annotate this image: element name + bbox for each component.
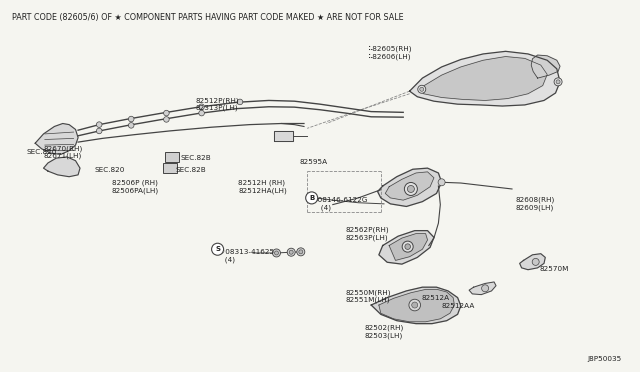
Circle shape: [164, 110, 169, 116]
Circle shape: [412, 302, 418, 308]
Circle shape: [273, 249, 280, 257]
Polygon shape: [379, 289, 454, 322]
Circle shape: [199, 110, 204, 116]
Text: SEC.82B: SEC.82B: [176, 167, 207, 173]
Circle shape: [532, 259, 539, 265]
Text: (4): (4): [314, 204, 331, 211]
Text: 82563P(LH): 82563P(LH): [346, 234, 388, 241]
Circle shape: [237, 99, 243, 105]
Polygon shape: [469, 282, 496, 295]
Text: PART CODE (82605/6) OF ★ COMPONENT PARTS HAVING PART CODE MAKED ★ ARE NOT FOR SA: PART CODE (82605/6) OF ★ COMPONENT PARTS…: [12, 13, 403, 22]
Polygon shape: [410, 51, 560, 106]
Text: 82512P(RH): 82512P(RH): [195, 97, 239, 104]
Text: 82503(LH): 82503(LH): [365, 332, 403, 339]
Polygon shape: [389, 234, 428, 260]
Circle shape: [404, 183, 417, 195]
Polygon shape: [520, 254, 545, 270]
Polygon shape: [379, 231, 434, 264]
Circle shape: [164, 116, 169, 122]
Circle shape: [297, 248, 305, 256]
Circle shape: [199, 104, 204, 110]
Text: (4): (4): [218, 256, 235, 263]
Text: 82506PA(LH): 82506PA(LH): [112, 187, 159, 194]
Polygon shape: [35, 124, 78, 154]
Text: S: S: [215, 246, 220, 252]
FancyBboxPatch shape: [165, 153, 179, 162]
Circle shape: [97, 122, 102, 128]
Text: 82608(RH): 82608(RH): [515, 197, 554, 203]
Polygon shape: [378, 168, 442, 206]
Text: ©08313-41625: ©08313-41625: [218, 249, 274, 255]
Text: ¤08146-6122G: ¤08146-6122G: [314, 197, 368, 203]
Circle shape: [306, 192, 317, 204]
Text: 82670(RH): 82670(RH): [44, 145, 83, 152]
Circle shape: [289, 250, 293, 254]
Circle shape: [402, 241, 413, 252]
Text: 82512AA: 82512AA: [442, 303, 475, 309]
Text: B: B: [309, 195, 314, 201]
Text: J8P50035: J8P50035: [588, 356, 622, 362]
Text: 82550M(RH): 82550M(RH): [346, 289, 391, 296]
Circle shape: [212, 243, 223, 255]
Circle shape: [554, 78, 562, 86]
Polygon shape: [531, 55, 560, 78]
Text: 82551M(LH): 82551M(LH): [346, 297, 390, 304]
Circle shape: [556, 80, 560, 84]
Circle shape: [482, 285, 488, 292]
Text: SEC.820: SEC.820: [27, 149, 57, 155]
Text: 82609(LH): 82609(LH): [515, 204, 554, 211]
Text: 82512H (RH): 82512H (RH): [238, 180, 285, 186]
Text: 82671(LH): 82671(LH): [44, 153, 82, 160]
Circle shape: [299, 250, 303, 254]
Text: 82595A: 82595A: [300, 159, 328, 165]
Circle shape: [438, 179, 445, 186]
Text: 82512HA(LH): 82512HA(LH): [238, 187, 287, 194]
Text: ⠥82606(LH): ⠥82606(LH): [368, 53, 412, 60]
Text: 82512A: 82512A: [421, 295, 449, 301]
Circle shape: [129, 122, 134, 128]
Text: 82502(RH): 82502(RH): [365, 325, 404, 331]
Circle shape: [409, 299, 420, 311]
Circle shape: [420, 87, 424, 91]
Circle shape: [287, 248, 295, 256]
Text: ⠥82605(RH): ⠥82605(RH): [368, 45, 413, 52]
Text: 82570M: 82570M: [540, 266, 569, 272]
Circle shape: [418, 85, 426, 93]
Circle shape: [275, 251, 278, 255]
Text: 82562P(RH): 82562P(RH): [346, 227, 389, 233]
Circle shape: [408, 186, 414, 192]
FancyBboxPatch shape: [163, 163, 177, 173]
Text: SEC.820: SEC.820: [94, 167, 124, 173]
Polygon shape: [371, 287, 461, 324]
Polygon shape: [419, 57, 547, 100]
Circle shape: [129, 116, 134, 122]
Text: SEC.82B: SEC.82B: [180, 155, 211, 161]
Text: 82506P (RH): 82506P (RH): [112, 180, 158, 186]
Polygon shape: [385, 172, 434, 200]
Polygon shape: [44, 157, 80, 177]
Polygon shape: [274, 131, 293, 141]
Circle shape: [405, 244, 410, 250]
Text: 82313P(LH): 82313P(LH): [195, 105, 238, 111]
Circle shape: [97, 128, 102, 134]
